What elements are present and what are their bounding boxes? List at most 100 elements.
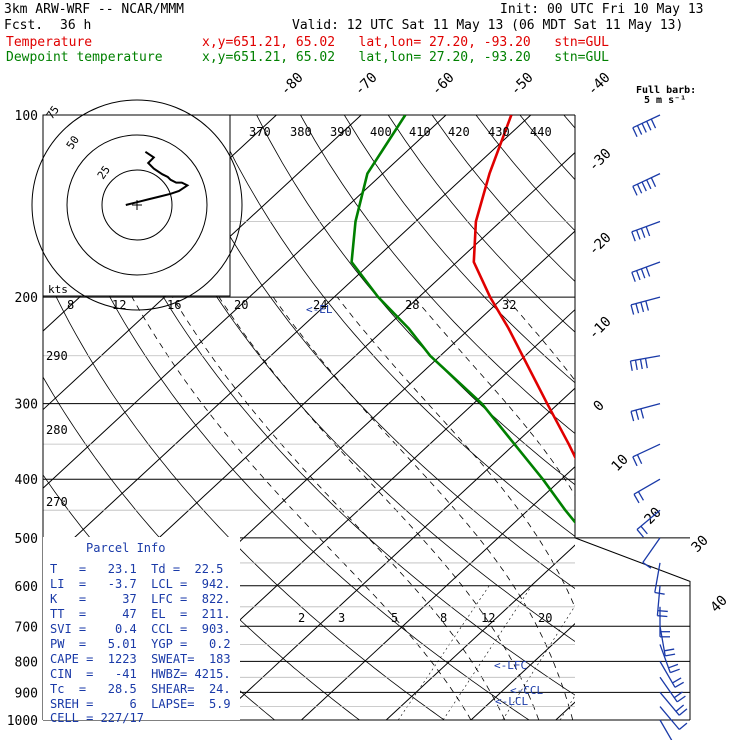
wind-barb bbox=[631, 261, 661, 282]
wind-barb-staff bbox=[630, 296, 661, 306]
theta-label: 440 bbox=[530, 125, 552, 139]
wind-barb-feather bbox=[636, 125, 643, 135]
wind-barb-staff bbox=[659, 719, 673, 740]
parcel-row: TT = 47 EL = 211. bbox=[50, 607, 231, 621]
wind-barb-feather bbox=[639, 359, 643, 370]
parcel-row: Tc = 28.5 SHEAR= 24. bbox=[50, 682, 231, 696]
parcel-row: CAPE = 1223 SWEAT= 183 bbox=[50, 652, 231, 666]
mixing-ratio-label: 5 bbox=[391, 611, 398, 625]
wind-barb-staff bbox=[636, 509, 661, 530]
isotherm-label: -30 bbox=[586, 146, 615, 175]
wind-barb bbox=[642, 537, 661, 569]
isotherm-label: -50 bbox=[508, 70, 537, 99]
isotherm-line bbox=[43, 115, 532, 568]
dewpoint-profile bbox=[350, 115, 575, 525]
wind-barb-feather bbox=[635, 303, 640, 314]
wind-barb-feather bbox=[678, 722, 688, 731]
hodograph-speed-label: 12 bbox=[112, 298, 126, 312]
wind-barb-feather bbox=[631, 272, 636, 282]
wind-barb-staff bbox=[642, 537, 661, 563]
wind-barb bbox=[656, 585, 668, 618]
lfc-annotation: <-LFC bbox=[494, 659, 527, 672]
dry-adiabat-line bbox=[431, 115, 575, 283]
theta-label: 280 bbox=[46, 423, 68, 437]
pressure-label: 300 bbox=[15, 398, 38, 413]
wind-barb-feather bbox=[632, 127, 638, 138]
mixing-ratio-line bbox=[442, 585, 532, 720]
wind-barb-feather bbox=[646, 179, 652, 190]
hodograph-speed-label: 20 bbox=[234, 298, 248, 312]
wind-barb-feather bbox=[665, 653, 676, 657]
wind-barb-staff bbox=[630, 355, 661, 362]
wind-barb bbox=[659, 626, 676, 657]
mixing-ratio-label: 20 bbox=[538, 611, 552, 625]
wind-barb-feather bbox=[641, 181, 647, 192]
init-time: Init: 00 UTC Fri 10 May 13 bbox=[500, 2, 704, 17]
plot-right-border-lower bbox=[574, 537, 691, 720]
moist-adiabat-line bbox=[272, 296, 574, 720]
mixing-ratio-label: 8 bbox=[440, 611, 447, 625]
valid-time: Valid: 12 UTC Sat 11 May 13 (06 MDT Sat … bbox=[292, 18, 684, 33]
wind-barb-feather bbox=[636, 183, 643, 194]
hodograph-speed-label: 32 bbox=[502, 298, 516, 312]
hodograph-trace bbox=[125, 150, 190, 206]
wind-barb-feather bbox=[637, 491, 644, 501]
wind-barb-feather bbox=[640, 228, 646, 238]
theta-label: 290 bbox=[46, 349, 68, 363]
wind-barb bbox=[632, 114, 661, 138]
pressure-label: 100 bbox=[15, 109, 38, 124]
isotherm-label: 40 bbox=[708, 593, 731, 616]
isotherm-line bbox=[470, 623, 575, 720]
dry-adiabat-line bbox=[652, 115, 740, 720]
parcel-row: CIN = -41 HWBZ= 4215. bbox=[50, 667, 231, 681]
parcel-info-title: Parcel Info bbox=[86, 541, 165, 555]
fcst-value: 36 h bbox=[60, 18, 92, 33]
parcel-info-panel: Parcel Info T = 23.1 Td = 22.5 LI = -3.7… bbox=[43, 537, 240, 725]
dry-adiabat-line bbox=[608, 115, 740, 720]
mixing-ratio-line bbox=[397, 585, 490, 720]
hodograph-speed-label: 8 bbox=[67, 298, 74, 312]
isotherm-label: 0 bbox=[591, 398, 608, 415]
theta-label: 400 bbox=[370, 125, 392, 139]
wind-barb-feather bbox=[633, 493, 640, 504]
wind-barb-feather bbox=[642, 561, 652, 569]
isotherm-line bbox=[216, 387, 575, 720]
wind-barb-feather bbox=[650, 118, 657, 129]
hodograph-ring bbox=[66, 134, 208, 276]
parcel-row: CELL = 227/17 bbox=[50, 711, 144, 725]
barb-legend-line2: 5 m s⁻¹ bbox=[644, 95, 686, 106]
wind-barb-feather bbox=[636, 454, 643, 465]
hodograph-ring bbox=[101, 169, 173, 241]
pressure-label: 400 bbox=[15, 473, 38, 488]
wind-barb-feather bbox=[635, 270, 641, 281]
hodograph-ring-label: 25 bbox=[95, 163, 113, 181]
theta-label: 370 bbox=[249, 125, 271, 139]
wind-barb bbox=[659, 676, 686, 703]
wind-barb bbox=[633, 478, 661, 504]
hodograph-ring-label: 75 bbox=[44, 103, 62, 121]
isotherm-line bbox=[555, 701, 575, 720]
parcel-row: T = 23.1 Td = 22.5 bbox=[50, 562, 223, 576]
wind-barb-feather bbox=[640, 302, 645, 313]
wind-barb-feather bbox=[646, 120, 652, 131]
parcel-row: PW = 5.01 YGP = 0.2 bbox=[50, 637, 231, 651]
isotherm-line bbox=[43, 115, 362, 411]
model-title: 3km ARW-WRF -- NCAR/MMM bbox=[4, 2, 185, 17]
moist-adiabat-line bbox=[131, 296, 472, 720]
wind-barb bbox=[629, 355, 661, 371]
wind-barb bbox=[659, 706, 688, 731]
wind-barb bbox=[659, 644, 680, 674]
pressure-label: 200 bbox=[15, 291, 38, 306]
wind-barb bbox=[630, 403, 661, 422]
pressure-label: 500 bbox=[15, 532, 38, 547]
isotherm-label: -20 bbox=[586, 230, 615, 259]
isotherm-line bbox=[725, 115, 740, 720]
temperature-legend: Temperature bbox=[6, 35, 93, 50]
wind-barb-feather bbox=[640, 525, 648, 535]
wind-barb bbox=[659, 661, 684, 688]
parcel-row: LI = -3.7 LCL = 942. bbox=[50, 577, 231, 591]
dewpoint-location: x,y=651.21, 65.02 lat,lon= 27.20, -93.20… bbox=[202, 50, 609, 65]
wind-barb-staff bbox=[654, 562, 661, 593]
mixing-ratio-label: 2 bbox=[298, 611, 305, 625]
